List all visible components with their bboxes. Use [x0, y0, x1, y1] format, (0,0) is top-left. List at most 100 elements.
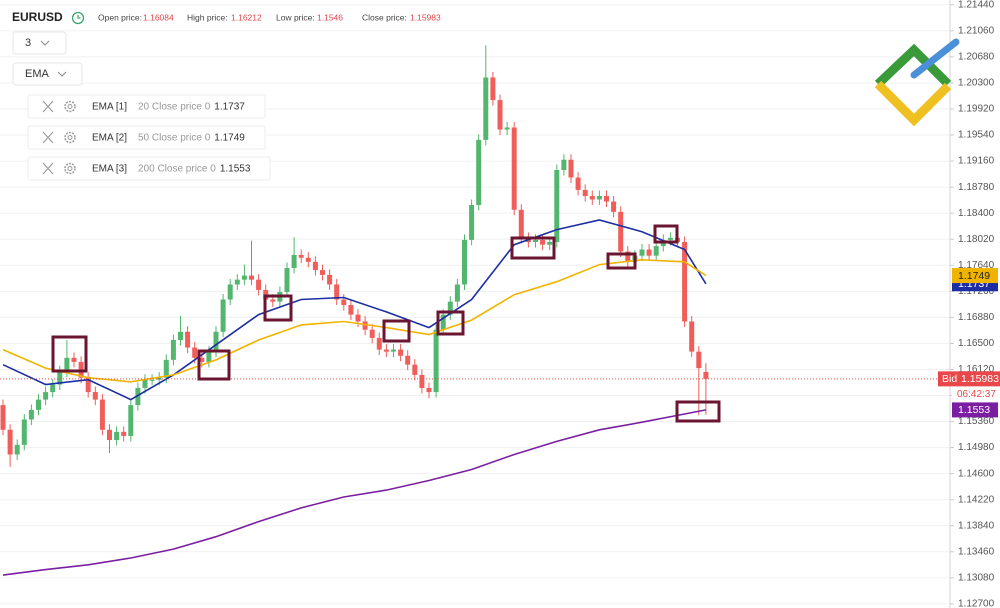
settings-icon-core	[67, 135, 73, 140]
candle-body	[256, 279, 262, 290]
candle-body	[419, 374, 425, 388]
y-tick-label: 1.14600	[958, 468, 995, 479]
highlight-box	[510, 236, 556, 260]
candle-body	[369, 329, 375, 338]
price-tag: 1.1749	[958, 270, 990, 282]
candle-body	[142, 379, 148, 388]
candle-body	[36, 399, 41, 410]
y-tick-label: 1.13840	[958, 520, 995, 531]
highlight-box	[382, 319, 411, 343]
y-tick-label: 1.14980	[958, 442, 995, 453]
candle-body	[7, 429, 13, 455]
y-tick-label: 1.17260	[958, 286, 995, 297]
candle-body	[412, 364, 418, 375]
candle-body	[192, 347, 198, 358]
legend-params: 200 Close price 0	[138, 164, 216, 175]
symbol: EURUSD	[12, 10, 63, 24]
y-tick-label: 1.16880	[958, 312, 995, 323]
remove-button[interactable]	[42, 131, 54, 144]
y-tick-label: 1.21060	[958, 25, 995, 36]
candle-body	[511, 127, 517, 210]
y-tick-label: 1.19920	[958, 104, 995, 115]
candle-body	[575, 177, 581, 190]
settings-button[interactable]	[64, 100, 76, 113]
candle-body	[227, 284, 233, 300]
remove-icon	[42, 131, 54, 144]
grid	[0, 4, 950, 605]
candle-body	[241, 275, 247, 280]
candle-body	[540, 239, 546, 245]
candle-body	[462, 239, 467, 285]
price-tag-bg	[952, 402, 998, 418]
y-tick-label: 1.13080	[958, 572, 995, 583]
candle-body	[483, 77, 489, 140]
candle-body	[447, 301, 453, 315]
annotations	[51, 224, 721, 423]
candle-body	[57, 371, 63, 385]
y-tick-label: 1.20300	[958, 78, 995, 89]
candle-body	[334, 284, 340, 300]
candle-body	[128, 405, 134, 436]
candle-body	[490, 77, 496, 101]
candle-body	[107, 429, 112, 441]
price-tag-bg	[952, 268, 998, 284]
candle-body	[426, 387, 432, 393]
open-label: Open price:	[98, 12, 142, 22]
candle-body	[355, 314, 361, 322]
candle-body	[348, 305, 354, 315]
y-tick-label: 1.19160	[958, 156, 995, 167]
candle-body	[64, 357, 70, 372]
candle-body	[71, 357, 77, 362]
highlight-box	[197, 349, 231, 381]
candle-body	[554, 169, 560, 242]
countdown-bg	[952, 386, 998, 401]
y-tick-label: 1.18020	[958, 234, 995, 245]
candle-body	[284, 268, 290, 293]
y-tick-label: 1.18780	[958, 182, 995, 193]
candle-body	[667, 237, 673, 240]
legend-name: EMA [2]	[92, 133, 127, 144]
candle-body	[121, 431, 127, 436]
bid-price: 1.15983	[961, 373, 999, 385]
candle-body	[547, 241, 553, 245]
candle-body	[469, 204, 475, 240]
candle-body	[14, 444, 20, 455]
settings-button[interactable]	[64, 162, 76, 175]
candle-body	[220, 299, 226, 332]
legend-value: 1.1737	[214, 102, 245, 113]
interval-dropdown[interactable]: 3	[12, 31, 67, 55]
settings-button[interactable]	[64, 131, 76, 144]
low-value: 1.1546	[317, 12, 343, 22]
legend-name: EMA [3]	[92, 164, 127, 175]
y-tick-label: 1.19540	[958, 130, 995, 141]
candle-body	[178, 331, 183, 340]
indicator-dropdown[interactable]: EMA	[12, 62, 83, 86]
remove-button[interactable]	[42, 100, 54, 113]
y-tick-label: 1.12700	[958, 599, 995, 608]
remove-button[interactable]	[42, 162, 54, 175]
candle-body	[376, 337, 382, 350]
candle-body	[454, 284, 460, 302]
settings-icon-core	[67, 166, 73, 171]
candle-body	[604, 196, 609, 202]
legend-value: 1.1553	[220, 164, 251, 175]
candle-body	[653, 246, 659, 256]
candle-body	[476, 139, 482, 205]
candle-body	[433, 329, 439, 393]
legend-row-bg	[27, 94, 266, 119]
candle-body	[639, 249, 645, 256]
candle-body	[646, 249, 652, 256]
candle-body	[50, 384, 56, 393]
candle-body	[291, 254, 297, 269]
highlight-box	[51, 335, 88, 373]
ema-line	[2, 219, 707, 401]
candle-body	[249, 275, 254, 280]
y-tick-label: 1.18400	[958, 208, 995, 219]
interval-value: 3	[25, 37, 31, 49]
candle-body	[320, 270, 325, 275]
legend-params: 20 Close price 0	[138, 102, 211, 113]
bid-label: Bid	[942, 373, 957, 385]
legend-row: EMA [1] 20 Close price 0 1.1737	[27, 94, 266, 119]
legend-name: EMA [1]	[92, 102, 127, 113]
